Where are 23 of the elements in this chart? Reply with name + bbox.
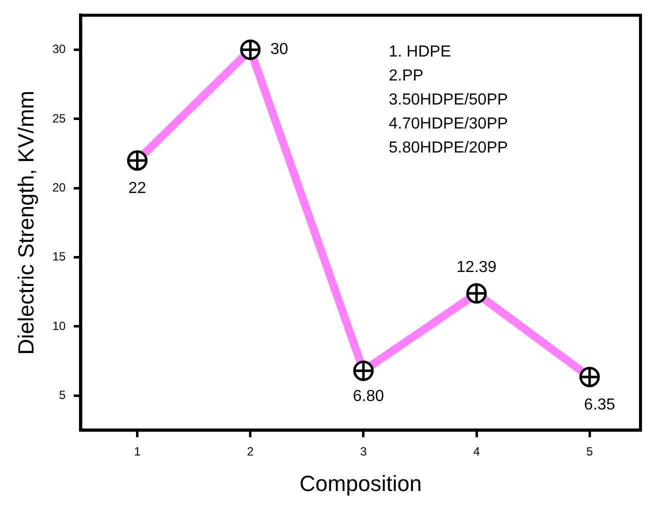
y-tick-label: 20 — [52, 180, 66, 194]
y-tick-label: 15 — [52, 250, 66, 264]
x-tick-label: 3 — [360, 444, 368, 459]
annotation: 2.PP — [388, 68, 424, 85]
data-label: 6.80 — [352, 388, 384, 406]
y-tick-label: 25 — [52, 111, 66, 126]
annotation: 5.80HDPE/20PP — [388, 140, 508, 157]
x-axis-title: Composition — [299, 470, 422, 496]
y-tick-label: 10 — [52, 318, 66, 333]
x-tick-label: 4 — [473, 444, 480, 459]
y-axis-title: Dielectric Strength, KV/mm — [13, 90, 38, 355]
x-tick-label: 1 — [134, 444, 141, 459]
annotation: 3.50HDPE/50PP — [388, 92, 508, 109]
x-tick-label: 5 — [586, 444, 594, 459]
data-label: 12.39 — [456, 258, 497, 276]
data-label: 22 — [128, 180, 146, 197]
annotation: 1. HDPE — [388, 44, 451, 61]
annotation: 4.70HDPE/30PP — [388, 116, 508, 133]
data-label: 6.35 — [584, 396, 616, 414]
x-tick-label: 2 — [247, 444, 254, 459]
y-tick-label: 30 — [52, 42, 66, 56]
y-tick-label: 5 — [59, 388, 66, 402]
data-label: 30 — [270, 41, 288, 58]
